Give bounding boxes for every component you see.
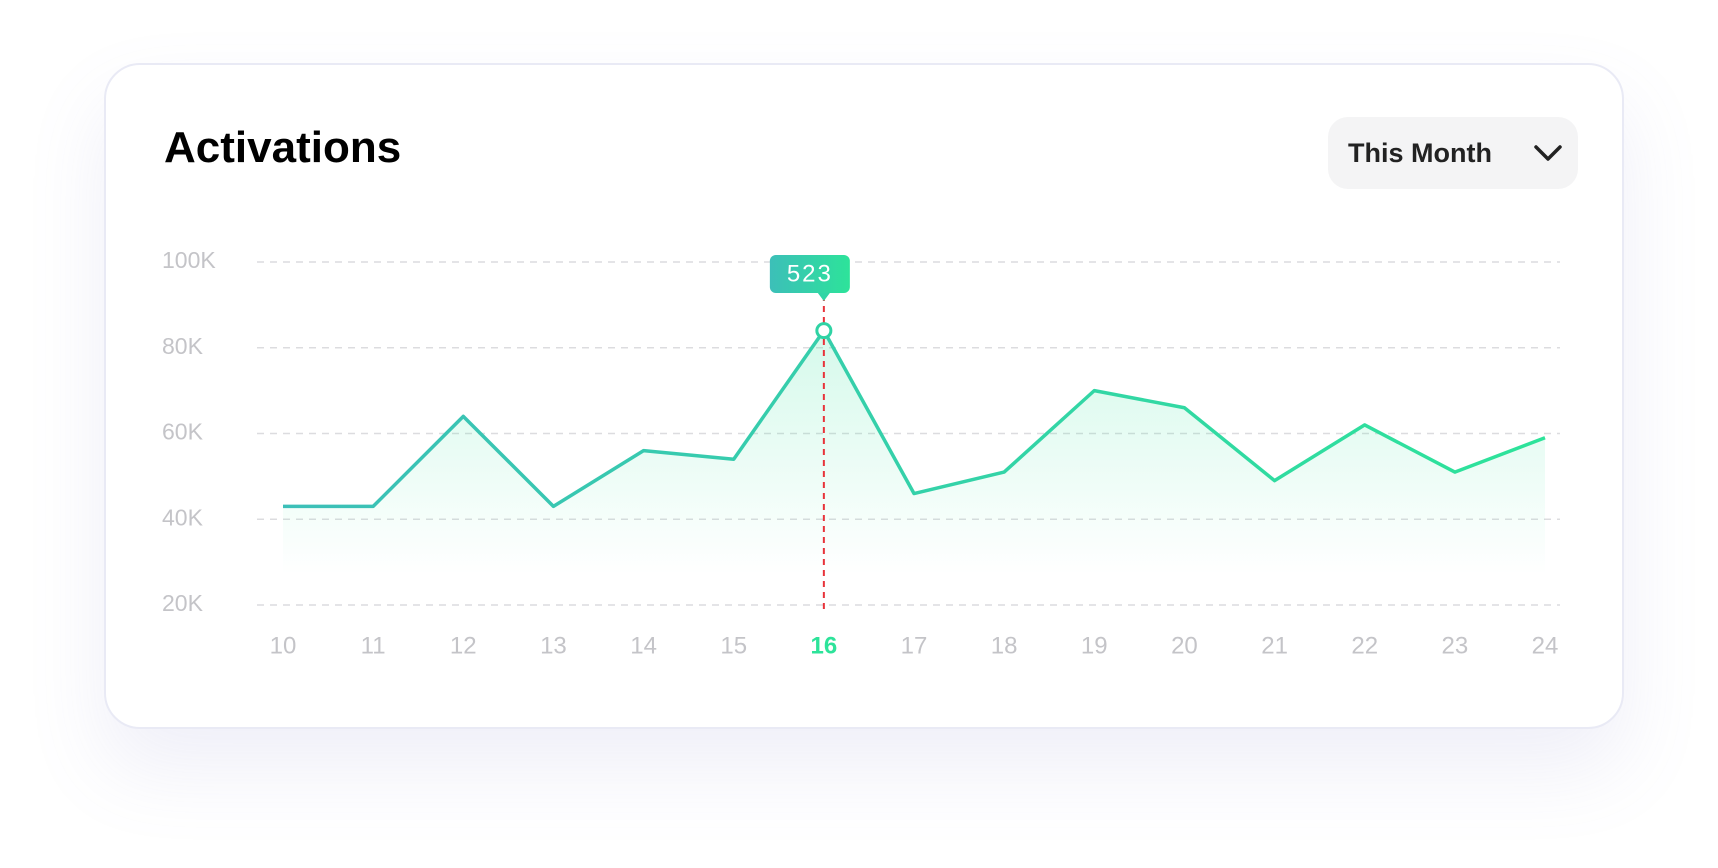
x-tick-label: 17	[901, 632, 928, 659]
x-tick-label: 23	[1442, 632, 1469, 659]
tooltip-box	[769, 255, 850, 293]
x-tick-label: 16	[811, 632, 838, 659]
tooltip-pointer	[817, 293, 830, 301]
y-tick-label: 80K	[162, 333, 204, 359]
card-title: Activations	[164, 123, 402, 172]
tooltip-text: 523	[787, 260, 833, 287]
x-tick-label: 13	[540, 632, 567, 659]
y-tick-label: 20K	[162, 590, 204, 616]
x-tick-label: 19	[1081, 632, 1108, 659]
x-tick-label: 15	[720, 632, 747, 659]
area	[283, 330, 1545, 575]
y-tick-label: 40K	[162, 504, 204, 530]
dropdown-label: This Month	[1348, 138, 1492, 168]
y-tick-label: 100K	[162, 247, 216, 273]
x-tick-label: 24	[1532, 632, 1559, 659]
dropdown-icon	[1534, 145, 1562, 161]
period-dropdown[interactable]: This Month	[1328, 117, 1578, 189]
y-tick-label: 60K	[162, 419, 204, 445]
x-tick-label: 22	[1351, 632, 1378, 659]
x-tick-label: 11	[361, 632, 386, 659]
x-tick-label: 12	[450, 632, 477, 659]
line	[283, 328, 1546, 509]
hover-point	[815, 322, 833, 340]
x-tick-label: 14	[630, 632, 657, 659]
x-tick-label: 21	[1261, 632, 1288, 659]
x-tick-label: 18	[991, 632, 1018, 659]
x-tick-label: 20	[1171, 632, 1198, 659]
chart-card: Activations This Month	[104, 63, 1624, 729]
x-tick-label: 10	[270, 632, 297, 659]
